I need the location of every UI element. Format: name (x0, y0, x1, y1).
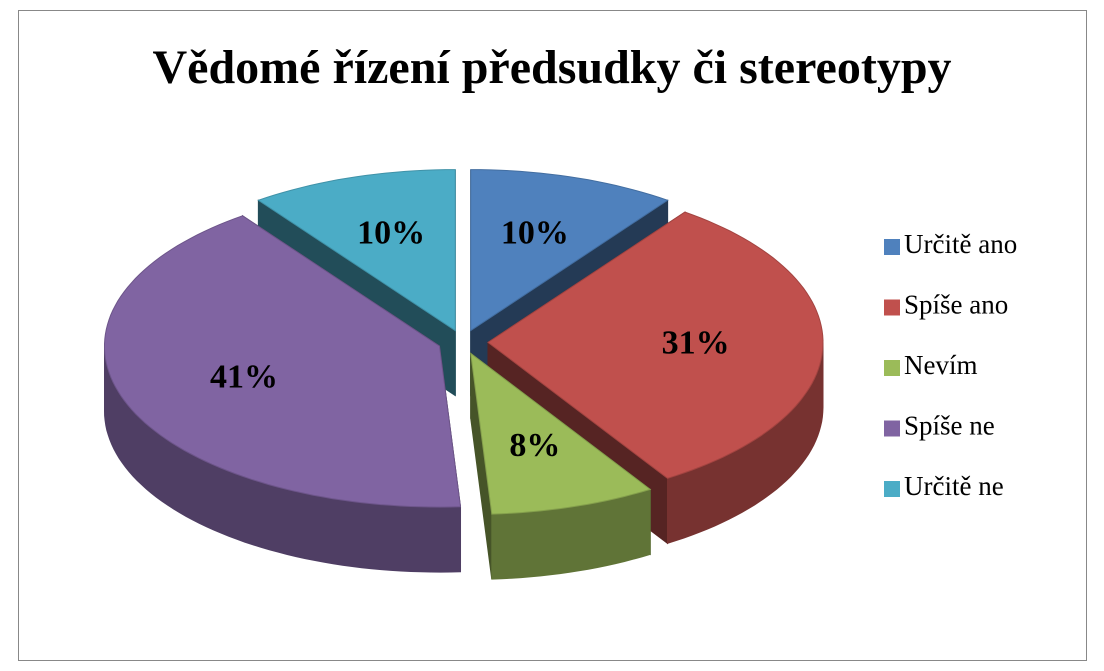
slice (470, 169, 669, 332)
legend-label: Určitě ne (904, 471, 1004, 501)
data-label: 31% (662, 324, 730, 361)
chart-title: Vědomé řízení předsudky či stereotypy (152, 41, 951, 94)
legend-swatch (884, 239, 900, 255)
data-label: 41% (210, 359, 278, 396)
legend-label: Spíše ne (904, 411, 995, 441)
legend-label: Nevím (904, 350, 978, 380)
legend-swatch (884, 360, 900, 376)
slice (104, 215, 462, 508)
slice (470, 352, 652, 515)
slice (487, 211, 824, 479)
legend-label: Spíše ano (904, 290, 1008, 320)
data-label: 10% (501, 214, 569, 251)
data-label: 10% (357, 214, 425, 251)
data-label: 8% (509, 427, 560, 464)
slice (257, 169, 456, 332)
legend-swatch (884, 481, 900, 497)
legend-label: Určitě ano (904, 229, 1017, 259)
legend-swatch (884, 420, 900, 437)
legend-swatch (884, 299, 900, 316)
